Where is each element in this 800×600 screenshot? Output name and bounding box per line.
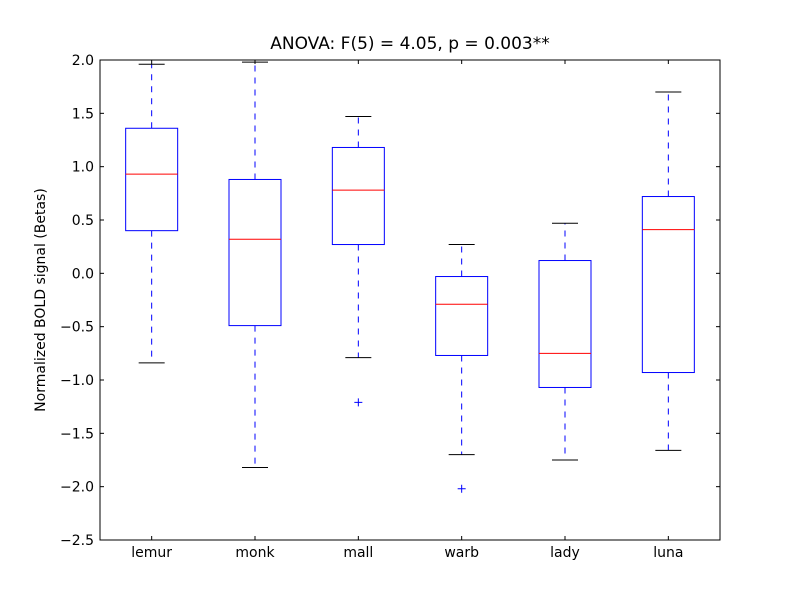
chart-title: ANOVA: F(5) = 4.05, p = 0.003** bbox=[270, 34, 550, 54]
box-lemur bbox=[125, 127, 179, 232]
y-tick-label: −2.5 bbox=[60, 533, 94, 549]
box-warb bbox=[435, 276, 489, 356]
y-tick-label: −1.0 bbox=[60, 373, 94, 389]
box-mall bbox=[331, 146, 385, 246]
x-tick-label: monk bbox=[235, 545, 275, 561]
y-tick-label: 1.5 bbox=[72, 106, 94, 122]
y-tick-label: 0.0 bbox=[72, 266, 94, 282]
y-tick-label: 0.5 bbox=[72, 213, 94, 229]
x-tick-label: lemur bbox=[131, 545, 172, 561]
box-monk bbox=[228, 178, 282, 327]
y-tick-label: 2.0 bbox=[72, 53, 94, 69]
box-luna bbox=[641, 196, 695, 374]
plot-frame bbox=[99, 59, 721, 541]
x-tick-label: warb bbox=[444, 545, 479, 561]
y-tick-label: −1.5 bbox=[60, 426, 94, 442]
y-tick-label: −2.0 bbox=[60, 480, 94, 496]
y-axis-label: Normalized BOLD signal (Betas) bbox=[33, 188, 49, 412]
box-lady bbox=[538, 260, 592, 388]
y-tick-label: −0.5 bbox=[60, 320, 94, 336]
x-tick-label: luna bbox=[653, 545, 683, 561]
outlier-point bbox=[457, 484, 466, 493]
x-tick-label: mall bbox=[343, 545, 373, 561]
x-tick-label: lady bbox=[550, 545, 580, 561]
outlier-point bbox=[354, 398, 363, 407]
y-tick-label: 1.0 bbox=[72, 160, 94, 176]
